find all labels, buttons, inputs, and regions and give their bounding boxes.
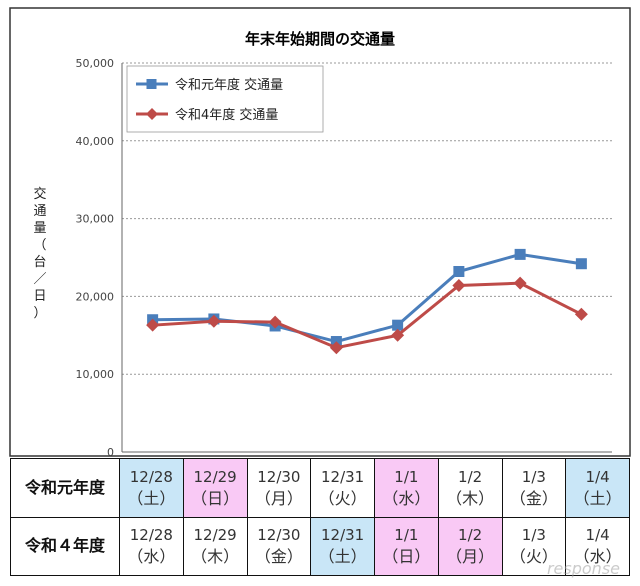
y-tick-label: 20,000: [76, 290, 115, 303]
y-axis-label-char: 日: [33, 289, 46, 304]
data-point: [391, 328, 405, 342]
legend-label: 令和4年度 交通量: [175, 107, 278, 123]
weekday-text: （火）: [318, 488, 367, 508]
date-cell: 1/3 （火）: [501, 516, 567, 576]
date-cell: 12/29 （木）: [182, 516, 248, 576]
date-cell: 12/30 （月）: [246, 458, 312, 518]
weekday-text: （土）: [318, 547, 367, 567]
date-text: 1/3: [521, 526, 546, 545]
weekday-text: （水）: [573, 547, 622, 567]
date-text: 12/28: [129, 467, 173, 486]
legend-box: [126, 65, 324, 133]
weekday-text: （月）: [254, 488, 303, 508]
date-text: 1/4: [585, 526, 610, 545]
y-axis-label: 交通量 （ 台 ／ 日 ）: [33, 186, 46, 321]
legend-label: 令和元年度 交通量: [175, 77, 283, 93]
weekday-text: （日）: [191, 488, 240, 508]
date-cell: 12/30 （金）: [246, 516, 312, 576]
y-tick-label: 10,000: [76, 368, 115, 381]
data-point: [452, 279, 466, 293]
date-cell: 1/2 （月）: [437, 516, 503, 576]
date-text: 1/3: [521, 467, 546, 486]
date-cell: 1/3 （金）: [501, 458, 567, 518]
y-tick-label: 0: [107, 446, 114, 458]
y-axis-label-char: 台: [33, 255, 46, 270]
weekday-text: （水）: [127, 547, 176, 567]
y-axis-label-char: （: [33, 238, 46, 253]
data-point: [574, 307, 588, 321]
y-tick-label: 30,000: [76, 213, 115, 226]
date-cell: 1/1 （日）: [374, 516, 439, 576]
legend-marker: [146, 108, 158, 120]
date-text: 12/31: [321, 467, 365, 486]
date-text: 12/30: [257, 467, 301, 486]
row-label: 令和４年度: [10, 516, 120, 576]
date-cell: 1/2 （木）: [437, 458, 503, 518]
chart-title: 年末年始期間の交通量: [245, 30, 395, 48]
weekday-text: （日）: [382, 547, 431, 567]
date-text: 1/1: [394, 467, 419, 486]
data-point: [453, 266, 465, 278]
date-cell: 1/1 （水）: [374, 458, 439, 518]
date-text: 1/1: [394, 526, 419, 545]
row-label: 令和元年度: [10, 458, 120, 518]
data-point: [514, 248, 526, 260]
gridlines: [121, 62, 612, 453]
y-tick-label: 40,000: [76, 135, 115, 148]
table-row: 令和元年度 12/28 （土） 12/29 （日） 12/30 （月） 12/31 （火） 1/1…: [10, 458, 630, 518]
weekday-text: （月）: [446, 547, 495, 567]
data-point: [329, 341, 343, 355]
y-axis-label-char: 通: [33, 204, 46, 219]
traffic-chart: 年末年始期間の交通量 0 10,000 20,000 30,000 40,000 50,0…: [9, 7, 631, 458]
y-axis-label-char: ）: [33, 306, 46, 321]
weekday-text: （火）: [509, 547, 558, 567]
data-point: [575, 258, 587, 270]
date-cell: 12/31 （火）: [310, 458, 375, 518]
table-row: 令和４年度 12/28 （水） 12/29 （木） 12/30 （金） 12/31 （土） 1/1…: [10, 516, 630, 576]
date-text: 1/2: [458, 467, 483, 486]
weekday-text: （水）: [382, 488, 431, 508]
series-line-1: [152, 281, 583, 350]
y-axis-ticks: 0 10,000 20,000 30,000 40,000 50,000: [76, 57, 115, 458]
y-axis-label-char: 交: [33, 186, 46, 202]
data-point: [513, 276, 527, 290]
y-tick-label: 50,000: [76, 57, 115, 70]
weekday-text: （木）: [191, 547, 240, 567]
date-cell: 12/29 （日）: [182, 458, 248, 518]
date-text: 1/4: [585, 467, 610, 486]
data-point: [392, 319, 404, 331]
data-point: [268, 315, 282, 329]
weekday-text: （木）: [446, 488, 495, 508]
weekday-text: （金）: [254, 547, 303, 567]
data-point: [146, 318, 160, 332]
date-cell: 12/28 （水）: [119, 516, 184, 576]
weekday-text: （土）: [127, 488, 176, 508]
date-text: 12/31: [321, 526, 365, 545]
date-cell: 12/31 （土）: [310, 516, 375, 576]
date-cell: 12/28 （土）: [119, 458, 184, 518]
date-text: 12/29: [193, 467, 237, 486]
legend-marker: [146, 79, 157, 89]
date-text: 12/29: [193, 526, 237, 545]
date-cell: 1/4 （土）: [565, 458, 630, 518]
date-text: 12/30: [257, 526, 301, 545]
date-text: 1/2: [458, 526, 483, 545]
date-text: 12/28: [129, 526, 173, 545]
weekday-text: （金）: [509, 488, 558, 508]
series-lines: [146, 248, 588, 355]
date-cell: 1/4 （水）: [565, 516, 630, 576]
y-axis-label-char: ／: [33, 272, 46, 287]
weekday-text: （土）: [573, 488, 622, 508]
watermark: response: [546, 559, 620, 578]
y-axis-label-char: 量: [33, 221, 46, 236]
date-table: 令和元年度 12/28 （土） 12/29 （日） 12/30 （月） 12/31 （火） 1/1…: [10, 458, 630, 576]
data-point: [207, 314, 221, 328]
